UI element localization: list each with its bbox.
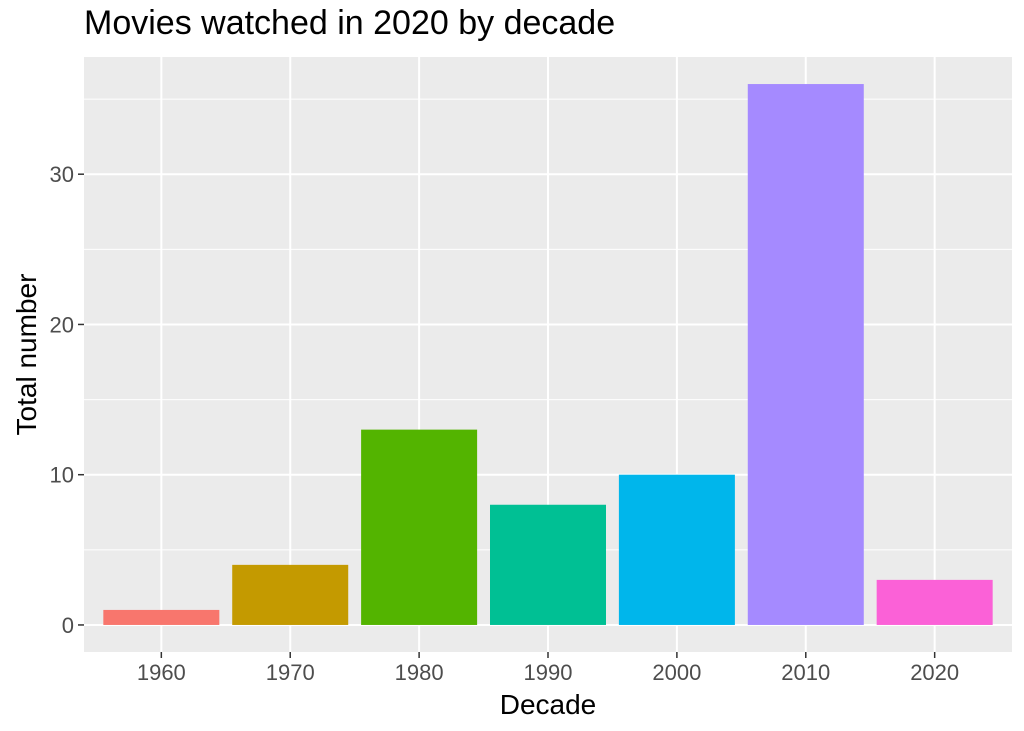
bar-2020 [876,579,993,625]
bar-1980 [361,429,478,625]
y-tick-label: 10 [50,463,74,488]
chart-title: Movies watched in 2020 by decade [84,4,616,42]
x-tick-label: 2020 [910,660,959,685]
bar-2000 [618,474,735,625]
bar-2010 [747,84,864,625]
bar-1970 [232,564,349,625]
x-tick-label: 2010 [781,660,830,685]
x-tick-label: 1960 [137,660,186,685]
y-tick-label: 0 [62,613,74,638]
x-tick-label: 2000 [652,660,701,685]
x-tick-label: 1980 [395,660,444,685]
x-tick-label: 1970 [266,660,315,685]
bar-1990 [490,504,606,625]
bar-1960 [103,609,220,625]
y-tick-label: 30 [50,162,74,187]
y-axis-title: Total number [11,274,42,436]
y-tick-label: 20 [50,312,74,337]
x-tick-label: 1990 [524,660,573,685]
x-axis-title: Decade [500,689,597,720]
y-axis: 0 10 20 30 [50,162,84,638]
x-axis: 1960 1970 1980 1990 2000 2010 2020 [137,652,959,685]
bars [103,84,993,625]
